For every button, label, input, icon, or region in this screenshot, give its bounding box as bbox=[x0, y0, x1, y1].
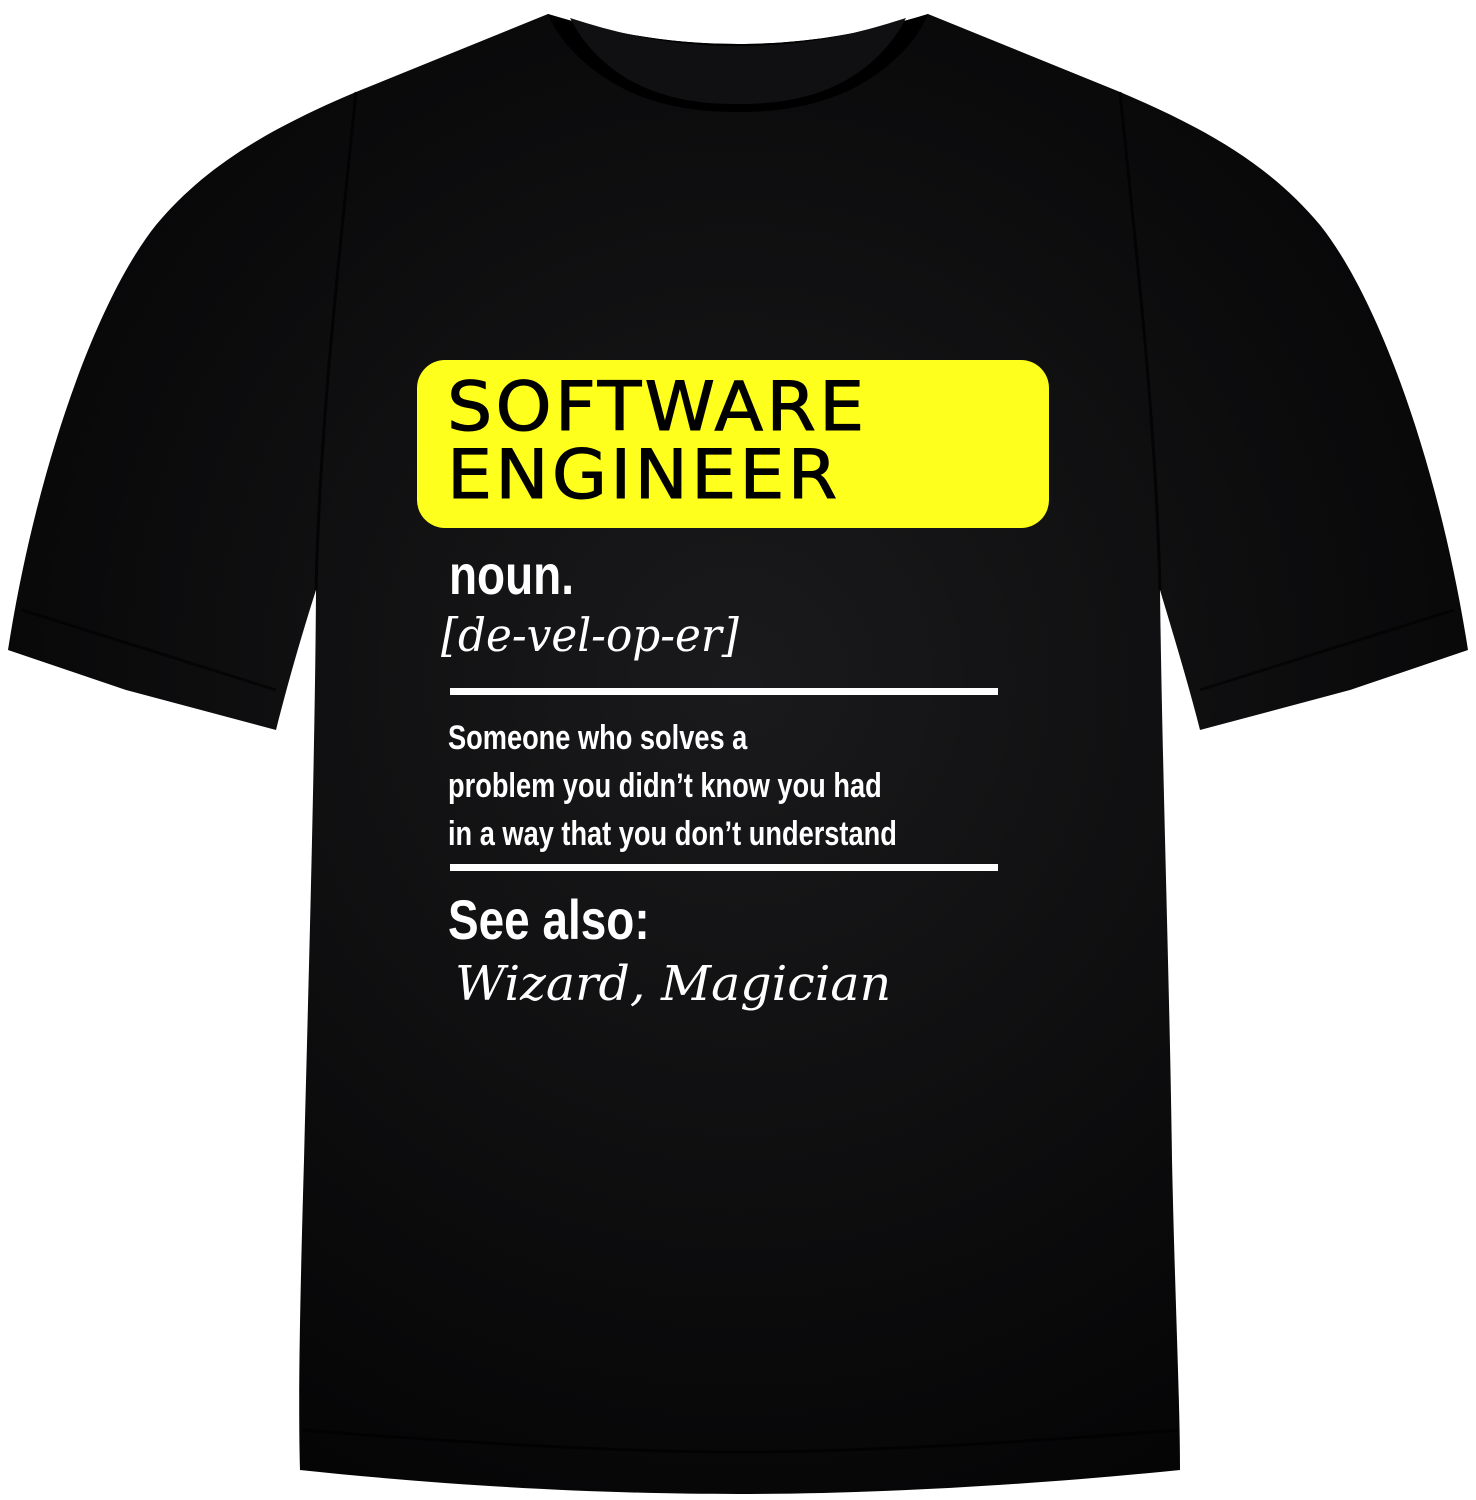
left-sleeve-seam bbox=[314, 91, 358, 591]
pronunciation: [de-vel-op-er] bbox=[441, 608, 739, 662]
definition-line-2: problem you didn’t know you had bbox=[448, 767, 882, 805]
definition-line-3: in a way that you don’t understand bbox=[448, 815, 897, 853]
left-sleeve-hem bbox=[21, 608, 277, 692]
bottom-hem bbox=[301, 1428, 1179, 1454]
shirt-body bbox=[8, 14, 1468, 1494]
divider-top-bar bbox=[450, 688, 998, 695]
right-sleeve-hem bbox=[1199, 608, 1455, 692]
title-box bbox=[417, 360, 1049, 528]
divider-bottom-bar bbox=[450, 864, 998, 871]
part-of-speech: noun. bbox=[449, 543, 574, 606]
title-line-1: SOFTWARE bbox=[446, 368, 868, 447]
right-sleeve-seam bbox=[1118, 91, 1162, 591]
definition-line-1: Someone who solves a bbox=[448, 719, 748, 757]
title-block: SOFTWARE ENGINEER bbox=[417, 360, 1049, 528]
divider-top bbox=[450, 688, 998, 695]
see-also-terms: Wizard, Magician bbox=[455, 956, 892, 1012]
title-line-2: ENGINEER bbox=[446, 436, 841, 515]
see-also-label: See also: bbox=[448, 888, 650, 951]
definition: Someone who solves a problem you didn’t … bbox=[448, 714, 1009, 858]
shirt-collar-inner bbox=[570, 18, 906, 104]
divider-bottom bbox=[450, 864, 998, 871]
